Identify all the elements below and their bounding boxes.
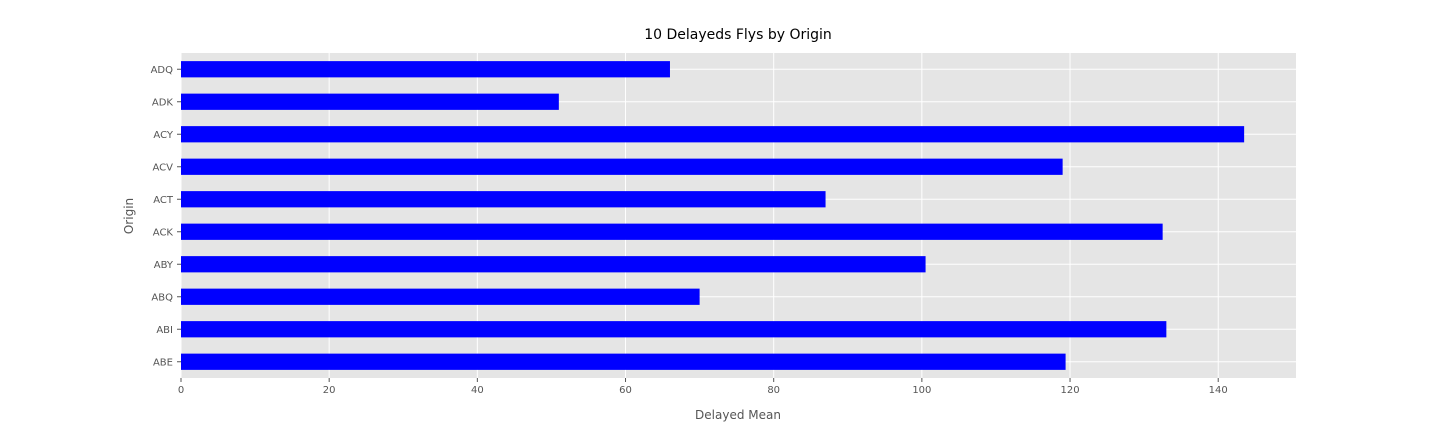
x-axis-title: Delayed Mean bbox=[695, 408, 781, 422]
y-tick-label: ADK bbox=[152, 97, 174, 108]
bar-ack bbox=[181, 223, 1163, 240]
y-axis-ticks: ABE ABI ABQ ABY ACK ACT ACV ACY ADK ADQ bbox=[151, 65, 181, 368]
y-tick-label: ADQ bbox=[151, 65, 174, 76]
y-tick-label: ABE bbox=[153, 357, 173, 368]
x-tick-label: 80 bbox=[767, 385, 780, 396]
bars bbox=[181, 61, 1245, 370]
bar-abq bbox=[181, 288, 700, 305]
y-tick-label: ACK bbox=[153, 227, 174, 238]
x-axis-ticks: 0 20 40 60 80 100 120 140 bbox=[178, 378, 1228, 396]
y-tick-label: ABQ bbox=[151, 292, 173, 303]
bar-acy bbox=[181, 126, 1245, 143]
bar-abi bbox=[181, 321, 1167, 338]
bar-adk bbox=[181, 93, 559, 110]
bar-acv bbox=[181, 158, 1063, 175]
y-tick-label: ABY bbox=[154, 260, 174, 271]
x-tick-label: 20 bbox=[323, 385, 336, 396]
x-tick-label: 60 bbox=[619, 385, 632, 396]
bar-abe bbox=[181, 353, 1066, 370]
y-axis-title: Origin bbox=[122, 198, 136, 234]
bar-adq bbox=[181, 61, 670, 78]
y-tick-label: ACT bbox=[153, 195, 174, 206]
chart-title: 10 Delayeds Flys by Origin bbox=[644, 27, 832, 43]
x-tick-label: 140 bbox=[1209, 385, 1228, 396]
x-tick-label: 120 bbox=[1060, 385, 1079, 396]
y-tick-label: ABI bbox=[156, 325, 173, 336]
x-tick-label: 40 bbox=[471, 385, 484, 396]
y-tick-label: ACY bbox=[153, 130, 173, 141]
bar-aby bbox=[181, 256, 926, 273]
y-tick-label: ACV bbox=[153, 162, 174, 173]
bar-act bbox=[181, 191, 826, 208]
x-tick-label: 0 bbox=[178, 385, 184, 396]
x-tick-label: 100 bbox=[912, 385, 931, 396]
